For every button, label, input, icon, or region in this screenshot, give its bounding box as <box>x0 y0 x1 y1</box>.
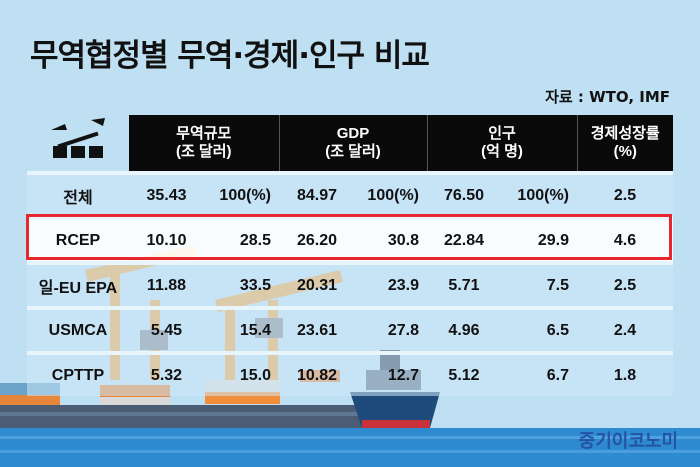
row-label: RCEP <box>27 216 129 263</box>
row-label: CPTTP <box>27 351 129 396</box>
header-gdp-title: GDP <box>336 125 370 142</box>
trade-value: 10.10 <box>129 216 204 263</box>
population-value: 4.96 <box>427 306 501 353</box>
gdp-value: 26.20 <box>279 216 355 263</box>
trade-share: 100(%) <box>204 171 279 218</box>
population-share: 29.9 <box>501 216 577 263</box>
population-share: 100(%) <box>501 171 577 218</box>
header-trade-unit: (조 달러) <box>175 143 232 160</box>
cargo-ship-icon <box>51 117 105 158</box>
trade-value: 11.88 <box>129 261 204 308</box>
gdp-value: 10.82 <box>279 351 355 396</box>
population-share: 6.7 <box>501 351 577 396</box>
population-share: 7.5 <box>501 261 577 308</box>
table-row: 일-EU EPA 11.88 33.5 20.31 23.9 5.71 7.5 … <box>27 261 673 308</box>
header-gdp: GDP (조 달러) <box>279 115 428 173</box>
gdp-share: 30.8 <box>355 216 427 263</box>
table-header-row: 무역규모 (조 달러) GDP (조 달러) 인구 (억 명) 경제성장률 (%… <box>27 115 673 173</box>
gdp-share: 12.7 <box>355 351 427 396</box>
row-label: 전체 <box>27 171 129 218</box>
header-growth-title: 경제성장률 <box>590 125 660 142</box>
table-row: RCEP 10.10 28.5 26.20 30.8 22.84 29.9 4.… <box>27 216 673 263</box>
trade-value: 5.32 <box>129 351 204 396</box>
header-population: 인구 (억 명) <box>427 115 578 173</box>
trade-share: 33.5 <box>204 261 279 308</box>
gdp-share: 27.8 <box>355 306 427 353</box>
gdp-value: 20.31 <box>279 261 355 308</box>
population-value: 22.84 <box>427 216 501 263</box>
population-value: 5.12 <box>427 351 501 396</box>
growth-value: 2.5 <box>577 261 673 308</box>
table-row: 전체 35.43 100(%) 84.97 100(%) 76.50 100(%… <box>27 171 673 218</box>
header-growth-unit: (%) <box>613 143 637 160</box>
growth-value: 2.5 <box>577 171 673 218</box>
growth-value: 4.6 <box>577 216 673 263</box>
growth-value: 1.8 <box>577 351 673 396</box>
trade-share: 28.5 <box>204 216 279 263</box>
header-trade-title: 무역규모 <box>176 125 232 142</box>
trade-share: 15.4 <box>204 306 279 353</box>
table-row: CPTTP 5.32 15.0 10.82 12.7 5.12 6.7 1.8 <box>27 351 673 396</box>
trade-value: 35.43 <box>129 171 204 218</box>
gdp-share: 100(%) <box>355 171 427 218</box>
header-growth: 경제성장률 (%) <box>577 115 673 173</box>
ship-icon-cell <box>27 115 129 173</box>
table-row: USMCA 5.45 15.4 23.61 27.8 4.96 6.5 2.4 <box>27 306 673 353</box>
page-title: 무역협정별 무역·경제·인구 비교 <box>30 38 430 74</box>
row-label: 일-EU EPA <box>27 261 129 308</box>
population-value: 5.71 <box>427 261 501 308</box>
source-note: 자료 : WTO, IMF <box>545 88 670 106</box>
header-population-unit: (억 명) <box>481 143 523 160</box>
population-value: 76.50 <box>427 171 501 218</box>
gdp-share: 23.9 <box>355 261 427 308</box>
gdp-value: 84.97 <box>279 171 355 218</box>
growth-value: 2.4 <box>577 306 673 353</box>
header-gdp-unit: (조 달러) <box>325 143 381 160</box>
row-label: USMCA <box>27 306 129 353</box>
population-share: 6.5 <box>501 306 577 353</box>
header-trade: 무역규모 (조 달러) <box>129 115 280 173</box>
brand-logo: 중기이코노미 <box>578 431 678 451</box>
header-population-title: 인구 <box>488 125 516 142</box>
comparison-table: 무역규모 (조 달러) GDP (조 달러) 인구 (억 명) 경제성장률 (%… <box>27 115 673 396</box>
trade-share: 15.0 <box>204 351 279 396</box>
trade-value: 5.45 <box>129 306 204 353</box>
gdp-value: 23.61 <box>279 306 355 353</box>
